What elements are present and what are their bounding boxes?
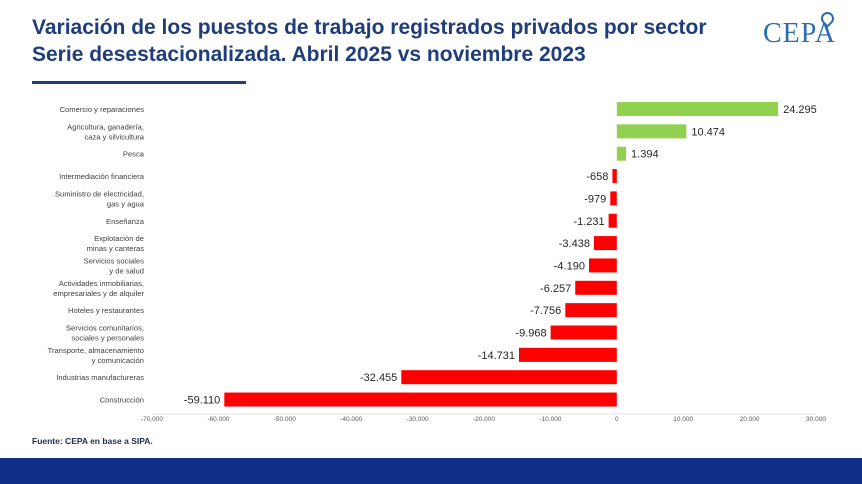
bar (550, 325, 617, 340)
bar (593, 236, 617, 251)
x-tick-label: 30.000 (806, 416, 826, 423)
x-tick-label: 10.000 (673, 416, 693, 423)
data-label: -658 (586, 171, 608, 183)
data-label: -6.257 (540, 283, 571, 295)
data-label: -14.731 (478, 350, 515, 362)
category-label: Enseñanza (106, 217, 145, 226)
bar (608, 213, 617, 228)
category-label: Hoteles y restaurantes (68, 306, 144, 315)
x-tick-label: 20.000 (740, 416, 760, 423)
source-note: Fuente: CEPA en base a SIPA. (32, 436, 153, 446)
x-tick-label: -30.000 (407, 416, 429, 423)
title-line-1: Variación de los puestos de trabajo regi… (32, 16, 707, 39)
bar (616, 102, 779, 116)
x-tick-label: 0 (615, 416, 619, 423)
category-label: Construcción (100, 396, 144, 405)
data-label: -4.190 (554, 260, 585, 272)
footer-bar (0, 458, 862, 484)
category-label: Suministro de electricidad, gas y agua (55, 189, 145, 208)
title-underline (32, 81, 246, 84)
x-tick-label: -40.000 (340, 416, 362, 423)
category-label: Intermediación financiera (59, 172, 145, 181)
data-label: -59.110 (184, 395, 221, 407)
category-label: Pesca (123, 150, 145, 159)
data-label: -9.968 (515, 328, 546, 340)
bar (588, 258, 617, 273)
bar (612, 169, 617, 184)
category-label: Comercio y reparaciones (60, 105, 145, 114)
bar (610, 191, 617, 206)
title-line-2: Serie desestacionalizada. Abril 2025 vs … (32, 43, 586, 66)
data-label: -7.756 (530, 305, 561, 317)
x-tick-label: -20.000 (473, 416, 495, 423)
chart-title: Variación de los puestos de trabajo regi… (32, 14, 707, 68)
bar (575, 280, 617, 295)
bar (518, 347, 617, 362)
bar (224, 392, 617, 407)
category-label: Servicios sociales y de salud (84, 256, 145, 275)
category-label: Explotación de minas y canteras (87, 234, 145, 253)
x-tick-label: -60.000 (207, 416, 229, 423)
data-label: -979 (584, 193, 606, 205)
data-label: 1.394 (631, 149, 659, 161)
data-label: 24.295 (783, 104, 817, 116)
bar-chart: Comercio y reparaciones 24.295 Agricultura… (48, 102, 826, 423)
category-label: Transporte, almacenamiento y comunicación (48, 346, 144, 365)
x-tick-label: -50.000 (274, 416, 296, 423)
bar (565, 303, 617, 318)
category-label: Actividades inmobiliarias, empresariales … (53, 279, 144, 298)
data-label: -1.231 (573, 216, 604, 228)
data-label: 10.474 (691, 126, 725, 138)
bar (616, 146, 627, 161)
bar (401, 370, 617, 385)
bar (616, 124, 687, 139)
data-label: -3.438 (559, 238, 590, 250)
category-label: Industrias manufactureras (56, 373, 144, 382)
cepa-logo: CEPA (762, 18, 836, 49)
x-tick-label: -70.000 (141, 416, 163, 423)
x-tick-label: -10.000 (539, 416, 561, 423)
data-label: -32.455 (360, 372, 397, 384)
category-label: Servicios comunitarios, sociales y person… (66, 324, 144, 343)
category-label: Agricultura, ganadería, caza y silvicultu… (67, 122, 145, 141)
